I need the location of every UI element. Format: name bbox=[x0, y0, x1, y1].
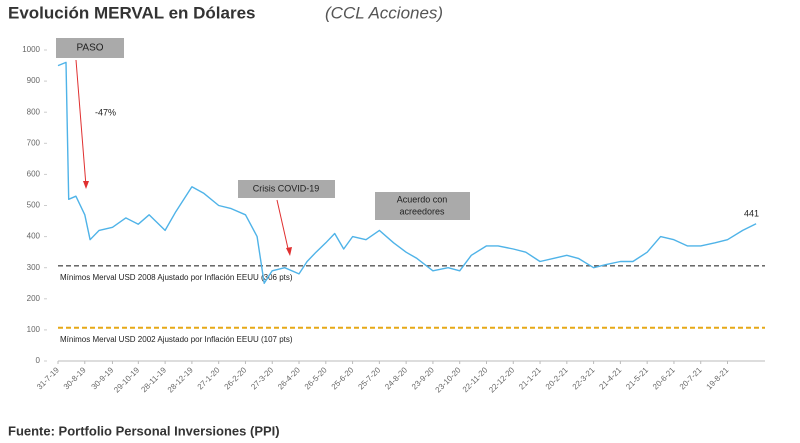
x-tick-label: 24-8-20 bbox=[383, 365, 409, 391]
arrow-head bbox=[83, 181, 89, 189]
annotation: Crisis COVID-19 bbox=[253, 183, 320, 193]
x-tick-label: 26-5-20 bbox=[303, 365, 329, 391]
x-tick-label: 23-9-20 bbox=[410, 365, 436, 391]
chart-subtitle: (CCL Acciones) bbox=[325, 3, 443, 22]
annotation: 441 bbox=[744, 208, 759, 218]
y-tick-label: 700 bbox=[27, 138, 41, 147]
arrow bbox=[75, 59, 87, 187]
x-tick-label: 31-7-19 bbox=[35, 365, 61, 391]
reference-label: Mínimos Merval USD 2002 Ajustado por Inf… bbox=[60, 335, 293, 344]
x-tick-label: 27-3-20 bbox=[249, 365, 275, 391]
arrow bbox=[276, 199, 290, 254]
chart-title: Evolución MERVAL en Dólares bbox=[8, 3, 256, 22]
y-tick-label: 900 bbox=[27, 76, 41, 85]
x-tick-label: 20-7-21 bbox=[678, 365, 704, 391]
annotation: Acuerdo con bbox=[397, 194, 448, 204]
x-tick-label: 26-2-20 bbox=[223, 365, 249, 391]
annotation-box bbox=[238, 180, 335, 198]
annotation-box bbox=[375, 192, 470, 220]
x-tick-label: 26-4-20 bbox=[276, 365, 302, 391]
x-tick-label: 22-11-20 bbox=[461, 365, 490, 394]
annotation: PASO bbox=[76, 43, 103, 54]
y-tick-label: 600 bbox=[27, 170, 41, 179]
x-tick-label: 28-11-19 bbox=[139, 365, 168, 394]
arrow-head bbox=[286, 247, 292, 256]
annotation-box bbox=[56, 38, 124, 58]
series-line bbox=[57, 61, 757, 284]
source: Fuente: Portfolio Personal Inversiones (… bbox=[8, 423, 280, 438]
x-tick-label: 23-10-20 bbox=[434, 365, 463, 394]
x-tick-label: 22-3-21 bbox=[571, 365, 597, 391]
y-tick-label: 0 bbox=[36, 356, 41, 365]
x-tick-label: 21-4-21 bbox=[597, 365, 623, 391]
x-tick-label: 29-10-19 bbox=[112, 365, 141, 394]
x-tick-label: 27-1-20 bbox=[196, 365, 222, 391]
x-tick-label: 21-1-21 bbox=[517, 365, 543, 391]
x-tick-label: 25-7-20 bbox=[356, 365, 382, 391]
y-tick-label: 1000 bbox=[22, 45, 40, 54]
x-tick-label: 22-12-20 bbox=[487, 365, 516, 394]
annotation: acreedores bbox=[399, 206, 445, 216]
y-tick-label: 500 bbox=[27, 201, 41, 210]
annotation: -47% bbox=[95, 107, 116, 117]
x-tick-label: 28-12-19 bbox=[166, 365, 195, 394]
x-tick-label: 20-6-21 bbox=[651, 365, 677, 391]
y-tick-label: 100 bbox=[27, 325, 41, 334]
x-tick-label: 19-8-21 bbox=[705, 365, 731, 391]
x-tick-label: 20-2-21 bbox=[544, 365, 570, 391]
y-tick-label: 400 bbox=[27, 232, 41, 241]
x-tick-label: 21-5-21 bbox=[624, 365, 650, 391]
x-tick-label: 25-6-20 bbox=[330, 365, 356, 391]
x-tick-label: 30-8-19 bbox=[62, 365, 88, 391]
y-tick-label: 200 bbox=[27, 294, 41, 303]
reference-label: Mínimos Merval USD 2008 Ajustado por Inf… bbox=[60, 273, 293, 282]
y-tick-label: 300 bbox=[27, 263, 41, 272]
y-tick-label: 800 bbox=[27, 107, 41, 116]
